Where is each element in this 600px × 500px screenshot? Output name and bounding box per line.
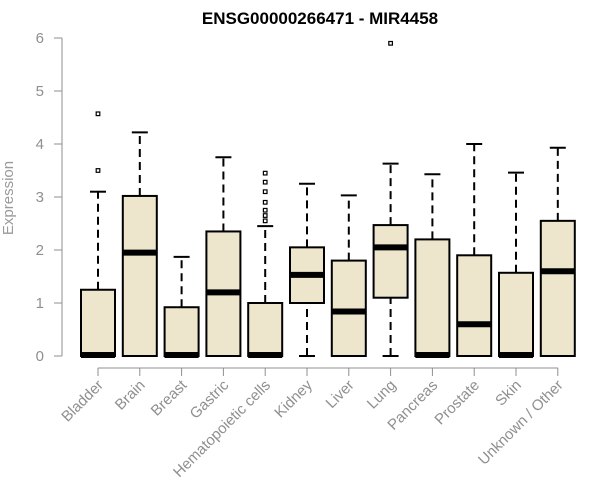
box-hematopoietic-cells xyxy=(247,170,284,358)
x-tick-label: Breast xyxy=(148,376,191,419)
x-tick-label: Kidney xyxy=(271,376,316,421)
box-body xyxy=(247,302,284,357)
box-prostate xyxy=(456,143,493,357)
x-tick-label: Brain xyxy=(112,377,149,414)
box-body xyxy=(330,259,367,358)
y-tick-label: 1 xyxy=(36,295,44,312)
box-body xyxy=(121,194,158,357)
box-kidney xyxy=(289,182,325,357)
box-lung xyxy=(372,40,409,357)
y-tick-label: 6 xyxy=(36,30,44,47)
box-gastric xyxy=(205,156,242,357)
box-body xyxy=(498,271,534,358)
box-body xyxy=(414,238,451,357)
box-body xyxy=(456,254,493,357)
y-tick-label: 5 xyxy=(36,83,44,100)
y-axis-ticks: 0 1 2 3 4 5 6 xyxy=(36,30,62,365)
outlier-point xyxy=(262,207,268,213)
box-body xyxy=(80,288,116,357)
outlier-point xyxy=(262,199,268,205)
y-tick-label: 3 xyxy=(36,189,44,206)
outlier-point xyxy=(95,168,101,173)
outlier-point xyxy=(262,189,268,195)
box-skin xyxy=(498,171,534,358)
x-tick-label: Lung xyxy=(364,377,400,413)
outlier-point xyxy=(262,170,268,176)
box-unknown-other xyxy=(539,146,576,357)
y-axis-label: Expression xyxy=(0,161,17,235)
outlier-point xyxy=(262,218,268,224)
box-body xyxy=(163,306,200,357)
y-tick-label: 2 xyxy=(36,242,44,259)
x-tick-label: Liver xyxy=(323,377,358,412)
box-pancreas xyxy=(414,173,451,358)
box-breast xyxy=(163,255,200,358)
chart-title: ENSG00000266471 - MIR4458 xyxy=(202,9,438,28)
box-liver xyxy=(330,194,367,358)
box-body xyxy=(372,224,409,299)
y-tick-label: 0 xyxy=(36,348,44,365)
outlier-point xyxy=(262,179,268,185)
y-tick-label: 4 xyxy=(36,136,44,153)
plot-area xyxy=(80,40,576,358)
box-body xyxy=(539,219,576,357)
outlier-point xyxy=(388,40,393,46)
outlier-point xyxy=(262,213,268,218)
x-tick-label: Skin xyxy=(492,377,525,410)
x-tick-label: Bladder xyxy=(58,377,107,426)
outlier-point xyxy=(95,111,101,117)
box-brain xyxy=(121,131,158,357)
box-bladder xyxy=(80,111,116,358)
x-tick-label: Prostate xyxy=(431,377,483,429)
